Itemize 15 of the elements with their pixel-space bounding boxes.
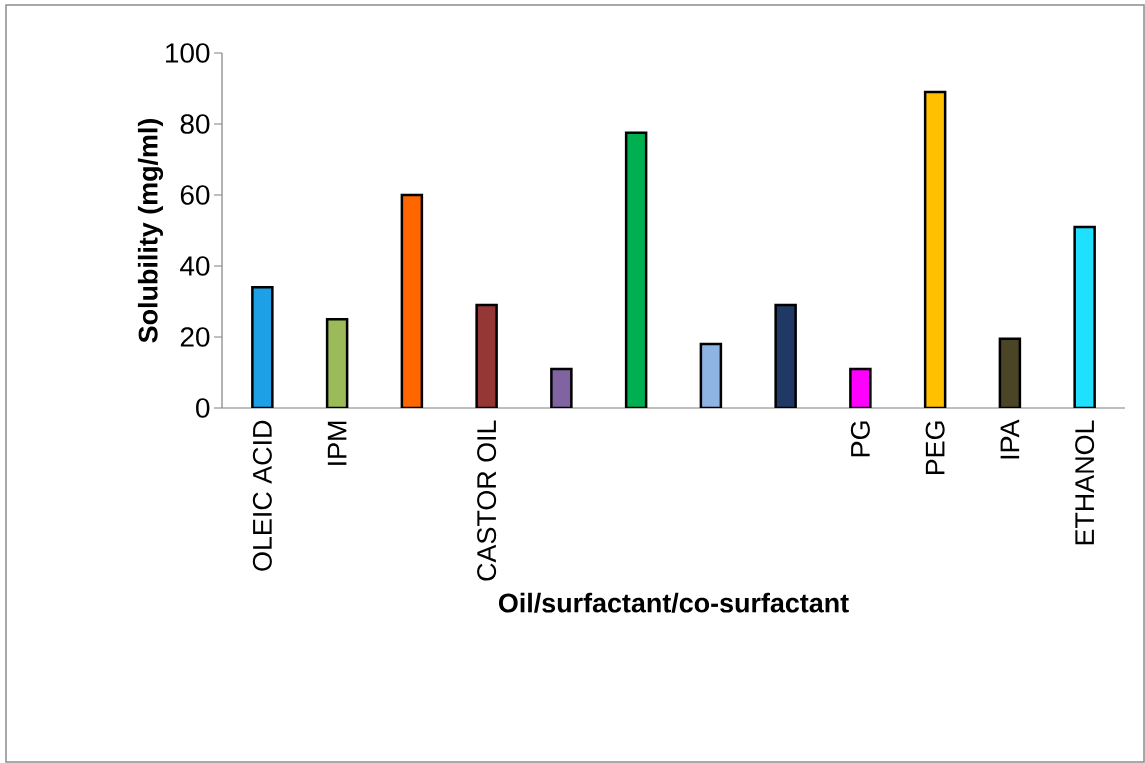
x-tick-label: OLEIC ACID bbox=[252, 420, 272, 571]
x-axis-title: Oil/surfactant/co-surfactant bbox=[498, 592, 849, 613]
y-tick-label: 100 bbox=[166, 43, 210, 63]
y-axis-title: Solubility (mg/ml) bbox=[137, 119, 164, 343]
y-tick-label: 80 bbox=[180, 114, 210, 134]
x-tick-label: IPM bbox=[327, 421, 347, 465]
x-tick-label: PEG bbox=[925, 421, 945, 475]
x-tick-label: PG bbox=[850, 421, 870, 457]
y-tick-label: 40 bbox=[180, 256, 210, 276]
x-tick-label: CASTOR OIL bbox=[477, 420, 497, 581]
y-tick-label: 60 bbox=[180, 185, 210, 205]
y-tick-label: 0 bbox=[196, 398, 210, 418]
x-tick-label: IPA bbox=[1000, 419, 1020, 459]
x-tick-label: ETHANOL bbox=[1075, 420, 1095, 545]
y-tick-label: 20 bbox=[180, 327, 210, 347]
